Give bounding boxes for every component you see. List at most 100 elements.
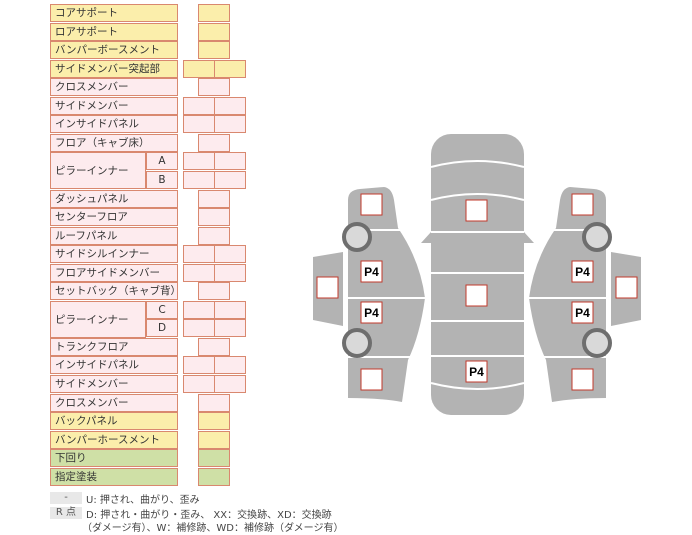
row-sub-label: C [146,300,178,319]
row-group-label: ピラーインナー [50,300,146,338]
row-group-label: ピラーインナー [50,152,146,190]
row-label: バックパネル [50,412,178,431]
row-label: コアサポート [50,4,178,22]
wheel-icon [342,328,372,358]
result-cell[interactable] [214,300,246,319]
row-sub-label: B [146,170,178,189]
result-cell[interactable] [198,412,230,431]
marker-box [360,368,383,391]
result-cell[interactable] [214,245,246,264]
legend-text-d: D: 押され・曲がり・歪み、 XX：交換跡、XD：交換跡 [86,510,332,521]
result-cell[interactable] [214,170,246,189]
result-cell[interactable] [198,430,230,449]
damage-marker[interactable]: P4 [360,301,383,324]
legend-text-u: U: 押され、曲がり、歪み [86,495,200,506]
result-cell[interactable] [198,133,230,152]
marker-box [360,260,383,283]
row-sub-label: A [146,152,178,171]
result-cell[interactable] [198,208,230,227]
result-cell[interactable] [198,282,230,301]
row-label: バンパーボースメント [50,41,178,60]
right-side-body [529,187,606,402]
damage-marker[interactable] [465,284,488,307]
damage-marker[interactable] [360,193,383,216]
damage-marker[interactable] [571,368,594,391]
result-cell[interactable] [214,375,246,393]
marker-code: P4 [364,265,379,279]
result-cell[interactable] [214,356,246,375]
damage-marker[interactable]: P4 [571,260,594,283]
row-label: 下回り [50,449,178,468]
row-label: 指定塗装 [50,467,178,486]
row-label: サイドシルインナー [50,245,178,264]
result-cell[interactable] [198,393,230,412]
row-label: フロアサイドメンバー [50,263,178,282]
result-cell[interactable] [214,319,246,338]
left-side-body [348,187,425,402]
marker-box [571,301,594,324]
legend-key-dash: - [50,492,82,504]
result-cell[interactable] [198,449,230,468]
wheels [342,222,612,358]
marker-code: P4 [575,265,590,279]
wheel-icon [582,222,612,252]
result-cell[interactable] [214,152,246,171]
damage-marker[interactable] [360,368,383,391]
row-label: クロスメンバー [50,393,178,412]
marker-box [465,284,488,307]
panel-lines [345,160,609,400]
row-label: ダッシュパネル [50,189,178,208]
marker-box [360,301,383,324]
wheel-icon [342,222,372,252]
row-label: センターフロア [50,208,178,227]
damage-marker[interactable] [316,276,339,299]
result-cell[interactable] [198,41,230,60]
damage-marker[interactable] [571,193,594,216]
result-cell[interactable] [214,263,246,282]
result-cell[interactable] [198,78,230,97]
damage-marker[interactable]: P4 [465,360,488,383]
row-label: サイドメンバー [50,375,178,393]
result-cell[interactable] [214,96,246,115]
row-sub-label: D [146,319,178,338]
result-cell[interactable] [198,4,230,22]
wheel-icon [582,328,612,358]
marker-box [316,276,339,299]
marker-box [571,260,594,283]
damage-markers: P4 P4 P4 P4 P4 [316,193,638,391]
car-top-view [431,134,524,415]
result-cell[interactable] [198,467,230,486]
result-cell[interactable] [198,189,230,208]
marker-box [465,360,488,383]
marker-code: P4 [469,365,484,379]
damage-marker[interactable]: P4 [571,301,594,324]
row-label: サイドメンバー [50,96,178,115]
legend-key-r: R 点 [50,507,82,519]
row-label: ロアサポート [50,22,178,41]
result-cell[interactable] [198,337,230,356]
row-label: クロスメンバー [50,78,178,97]
marker-box [615,276,638,299]
damage-marker[interactable]: P4 [360,260,383,283]
damage-marker[interactable] [465,199,488,222]
damage-marker[interactable] [615,276,638,299]
marker-code: P4 [575,306,590,320]
marker-box [360,193,383,216]
marker-box [465,199,488,222]
legend-text-w: （ダメージ有）、W：補修跡、WD：補修跡（ダメージ有） [82,523,344,534]
result-cell[interactable] [198,22,230,41]
result-cell[interactable] [214,115,246,134]
result-cell[interactable] [214,59,246,78]
row-label: インサイドパネル [50,115,178,134]
marker-box [571,368,594,391]
row-label: インサイドパネル [50,356,178,375]
row-label: セットバック（キャブ背） [50,282,181,301]
row-label: サイドメンバー突起部 [50,59,178,78]
row-label: トランクフロア [50,337,178,356]
row-label: ルーフパネル [50,226,178,245]
result-cell[interactable] [198,226,230,245]
marker-box [571,193,594,216]
marker-code: P4 [364,306,379,320]
row-label: フロア（キャブ床） [50,133,178,152]
